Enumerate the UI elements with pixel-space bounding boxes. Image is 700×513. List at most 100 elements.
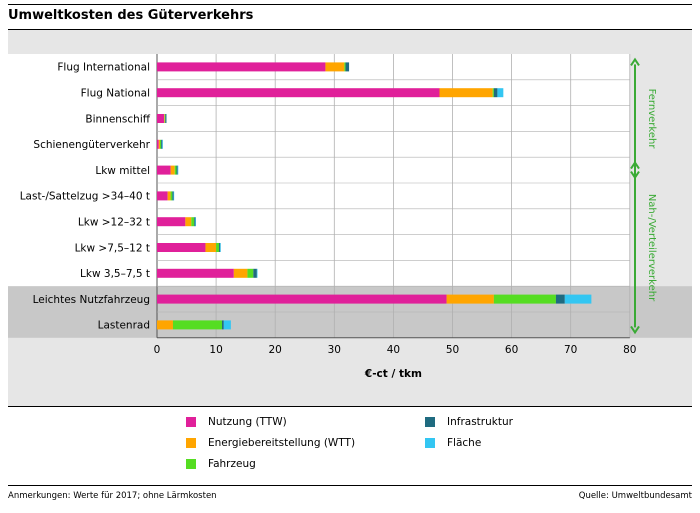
bar-segment: [216, 243, 220, 252]
category-label: Lkw mittel: [95, 165, 150, 177]
legend-item: Energiebereitstellung (WTT): [186, 437, 355, 449]
x-tick-label: 20: [269, 344, 282, 356]
category-label: Binnenschiff: [85, 113, 150, 125]
x-tick-label: 60: [505, 344, 518, 356]
legend-label: Nutzung (TTW): [208, 416, 287, 428]
bar-segment: [161, 139, 163, 149]
bar-segment: [256, 268, 258, 278]
category-label: Last-/Sattelzug >34–40 t: [20, 191, 150, 203]
category-label: Lkw >7,5–12 t: [75, 242, 150, 254]
category-label: Lkw 3,5–7,5 t: [80, 268, 150, 280]
bar-segment: [219, 243, 221, 252]
bar-segment: [223, 320, 231, 330]
footer-note: Anmerkungen: Werte für 2017; ohne Lärmko…: [8, 491, 217, 501]
legend-label: Infrastruktur: [447, 416, 513, 428]
bracket-arrow-up-icon: [630, 160, 640, 170]
plot-area: Flug International Flug National Binnensch…: [8, 30, 692, 406]
legend-swatch: [186, 438, 196, 448]
category-label: Schienengüterverkehr: [33, 139, 150, 151]
bar-segment: [170, 191, 173, 201]
bar-segment: [157, 88, 440, 98]
bar-segment: [158, 139, 160, 149]
bar-segment: [157, 165, 171, 175]
bar-segment: [157, 139, 159, 149]
bar-segment: [497, 88, 504, 98]
bar-segment: [247, 268, 254, 278]
x-tick-label: 10: [209, 344, 222, 356]
bar-segment: [164, 114, 166, 123]
x-tick-label: 30: [328, 344, 341, 356]
bar-segment: [157, 114, 165, 123]
bracket-arrow-up-icon: [630, 57, 640, 66]
legend-label: Fläche: [447, 437, 482, 449]
bar-segment: [157, 320, 173, 330]
legend-item: Fahrzeug: [186, 458, 256, 470]
x-tick-label: 0: [154, 344, 161, 356]
category-label: Flug International: [57, 62, 150, 74]
title-rule: [8, 29, 692, 30]
bar-segment: [555, 294, 565, 304]
category-label: Flug National: [81, 88, 150, 100]
footer-source: Quelle: Umweltbundesamt: [578, 491, 692, 501]
bar-segment: [233, 268, 248, 278]
top-rule: [8, 4, 692, 5]
bar-segment: [157, 243, 206, 252]
bracket-label: Fernverkehr: [646, 89, 657, 150]
bar-segment: [167, 191, 171, 201]
bar-segment: [159, 139, 162, 149]
bar-segment: [172, 320, 223, 330]
bar-segment: [176, 165, 178, 175]
bar-segment: [157, 217, 186, 227]
bar-segment: [162, 139, 163, 149]
legend-item: Infrastruktur: [425, 416, 513, 428]
bar-segment: [220, 243, 221, 252]
legend-swatch: [186, 417, 196, 427]
bar-segment: [195, 217, 197, 227]
legend-rule: [8, 406, 692, 407]
bar-segment: [185, 217, 192, 227]
bar-segment: [157, 294, 447, 304]
bar-segment: [165, 114, 167, 123]
x-tick-label: 70: [564, 344, 577, 356]
legend-swatch: [425, 438, 435, 448]
bar-segment: [194, 217, 196, 227]
bar-segment: [174, 165, 177, 175]
bar-segment: [344, 62, 346, 72]
category-label: Lastenrad: [98, 320, 150, 332]
bar-segment: [253, 268, 257, 278]
bar-segment: [325, 62, 345, 72]
bar-segment: [157, 191, 168, 201]
bar-segment: [205, 243, 217, 252]
bar-segment: [177, 165, 179, 175]
bar-segment: [345, 62, 350, 72]
legend-item: Nutzung (TTW): [186, 416, 287, 428]
footer-rule: [8, 485, 692, 486]
legend-swatch: [186, 459, 196, 469]
bar-segment: [164, 114, 165, 123]
x-tick-label: 50: [446, 344, 459, 356]
chart-title: Umweltkosten des Güterverkehrs: [8, 8, 254, 23]
bar-segment: [493, 88, 498, 98]
category-label: Leichtes Nutzfahrzeug: [33, 294, 150, 306]
bar-segment: [157, 62, 326, 72]
legend-swatch: [425, 417, 435, 427]
bar-segment: [446, 294, 494, 304]
legend-label: Energiebereitstellung (WTT): [208, 437, 356, 449]
legend-label: Fahrzeug: [208, 458, 256, 470]
bar-segment: [493, 294, 556, 304]
x-tick-label: 40: [387, 344, 400, 356]
bar-segment: [170, 165, 175, 175]
bar-segment: [564, 294, 592, 304]
bar-segment: [173, 191, 175, 201]
bar-segment: [492, 88, 494, 98]
bar-segment: [222, 320, 224, 330]
bracket-arrow-down-icon: [630, 325, 640, 335]
bar-chart: Flug International Flug National Binnensch…: [8, 54, 692, 380]
bar-segment: [191, 217, 195, 227]
bracket-label: Nah-/Verteilerverkehr: [646, 194, 657, 302]
category-label: Lkw >12–32 t: [78, 217, 150, 229]
x-tick-label: 80: [623, 344, 636, 356]
bar-segment: [157, 268, 234, 278]
bar-segment: [439, 88, 493, 98]
bar-segment: [172, 191, 174, 201]
